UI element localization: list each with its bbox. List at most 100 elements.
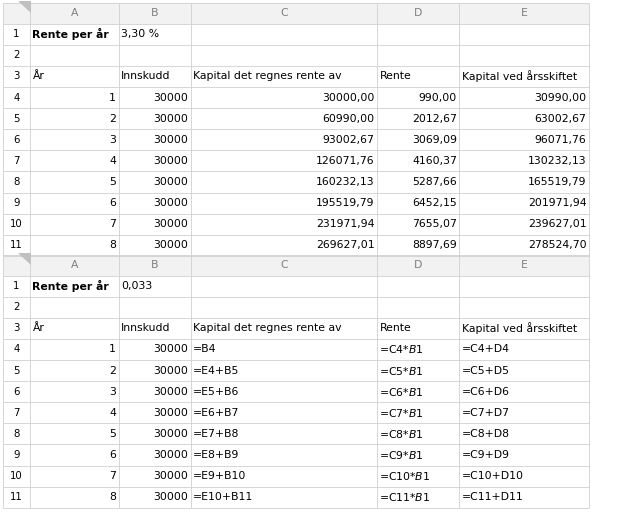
Text: =C7*$B$1: =C7*$B$1: [379, 407, 424, 419]
Text: 990,00: 990,00: [419, 93, 457, 103]
Text: 231971,94: 231971,94: [316, 219, 375, 229]
Bar: [460, 129, 589, 150]
Text: 8: 8: [14, 429, 20, 439]
Polygon shape: [18, 2, 31, 13]
Text: 30000: 30000: [153, 156, 188, 166]
Bar: [3, 339, 30, 360]
Bar: [191, 129, 377, 150]
Bar: [3, 23, 30, 45]
Bar: [377, 87, 460, 108]
Text: =C7+D7: =C7+D7: [462, 408, 510, 418]
Text: 130232,13: 130232,13: [528, 156, 586, 166]
Text: =C11*$B$1: =C11*$B$1: [379, 491, 431, 503]
Bar: [3, 381, 30, 402]
Bar: [460, 214, 589, 234]
Bar: [30, 487, 118, 507]
Text: 6452,15: 6452,15: [412, 198, 457, 208]
Text: =E9+B10: =E9+B10: [193, 471, 246, 481]
Text: Rente per år: Rente per år: [33, 280, 109, 292]
Bar: [460, 487, 589, 507]
Bar: [460, 192, 589, 214]
Bar: [191, 234, 377, 256]
Bar: [377, 466, 460, 487]
Text: D: D: [414, 260, 422, 270]
Text: Kapital ved årsskiftet: Kapital ved årsskiftet: [462, 322, 577, 334]
Bar: [3, 171, 30, 192]
Text: 30990,00: 30990,00: [534, 93, 586, 103]
Bar: [460, 45, 589, 66]
Bar: [30, 255, 118, 276]
Bar: [3, 297, 30, 318]
Bar: [118, 234, 191, 256]
Bar: [30, 402, 118, 424]
Bar: [3, 108, 30, 129]
Text: 63002,67: 63002,67: [534, 114, 586, 123]
Bar: [377, 444, 460, 466]
Bar: [377, 381, 460, 402]
Text: 3069,09: 3069,09: [412, 135, 457, 145]
Text: 7655,07: 7655,07: [412, 219, 457, 229]
Bar: [460, 423, 589, 444]
Bar: [3, 150, 30, 171]
Bar: [377, 423, 460, 444]
Bar: [30, 214, 118, 234]
Text: Kapital det regnes rente av: Kapital det regnes rente av: [193, 71, 342, 81]
Bar: [118, 444, 191, 466]
Bar: [460, 339, 589, 360]
Text: =C6*$B$1: =C6*$B$1: [379, 386, 424, 398]
Bar: [377, 129, 460, 150]
Bar: [30, 423, 118, 444]
Text: 9: 9: [14, 198, 20, 208]
Text: A: A: [70, 8, 78, 18]
Text: =E7+B8: =E7+B8: [193, 429, 239, 439]
Text: =C10*$B$1: =C10*$B$1: [379, 470, 431, 482]
Bar: [118, 66, 191, 87]
Text: 7: 7: [109, 471, 116, 481]
Text: 30000: 30000: [153, 408, 188, 418]
Bar: [460, 23, 589, 45]
Bar: [377, 45, 460, 66]
Bar: [191, 381, 377, 402]
Text: 7: 7: [109, 219, 116, 229]
Bar: [30, 276, 118, 297]
Text: 4: 4: [109, 408, 116, 418]
Bar: [460, 360, 589, 381]
Text: B: B: [151, 8, 159, 18]
Text: 30000,00: 30000,00: [322, 93, 375, 103]
Bar: [460, 276, 589, 297]
Text: 30000: 30000: [153, 387, 188, 396]
Bar: [191, 214, 377, 234]
Bar: [191, 108, 377, 129]
Text: 2: 2: [109, 366, 116, 376]
Bar: [118, 129, 191, 150]
Text: 4160,37: 4160,37: [412, 156, 457, 166]
Text: År: År: [33, 71, 44, 81]
Bar: [377, 214, 460, 234]
Bar: [118, 318, 191, 339]
Bar: [30, 3, 118, 23]
Bar: [377, 487, 460, 507]
Bar: [3, 214, 30, 234]
Bar: [30, 234, 118, 256]
Text: 6: 6: [109, 198, 116, 208]
Bar: [30, 444, 118, 466]
Bar: [30, 381, 118, 402]
Text: 0,033: 0,033: [121, 281, 152, 291]
Bar: [3, 3, 30, 23]
Text: 30000: 30000: [153, 366, 188, 376]
Bar: [3, 45, 30, 66]
Text: 5287,66: 5287,66: [412, 177, 457, 187]
Text: =C6+D6: =C6+D6: [462, 387, 510, 396]
Bar: [30, 129, 118, 150]
Bar: [3, 466, 30, 487]
Bar: [191, 45, 377, 66]
Bar: [118, 171, 191, 192]
Bar: [3, 360, 30, 381]
Text: Kapital ved årsskiftet: Kapital ved årsskiftet: [462, 70, 577, 82]
Bar: [118, 255, 191, 276]
Text: 5: 5: [14, 366, 20, 376]
Text: =E6+B7: =E6+B7: [193, 408, 239, 418]
Text: =E10+B11: =E10+B11: [193, 492, 254, 502]
Text: 30000: 30000: [153, 177, 188, 187]
Bar: [191, 150, 377, 171]
